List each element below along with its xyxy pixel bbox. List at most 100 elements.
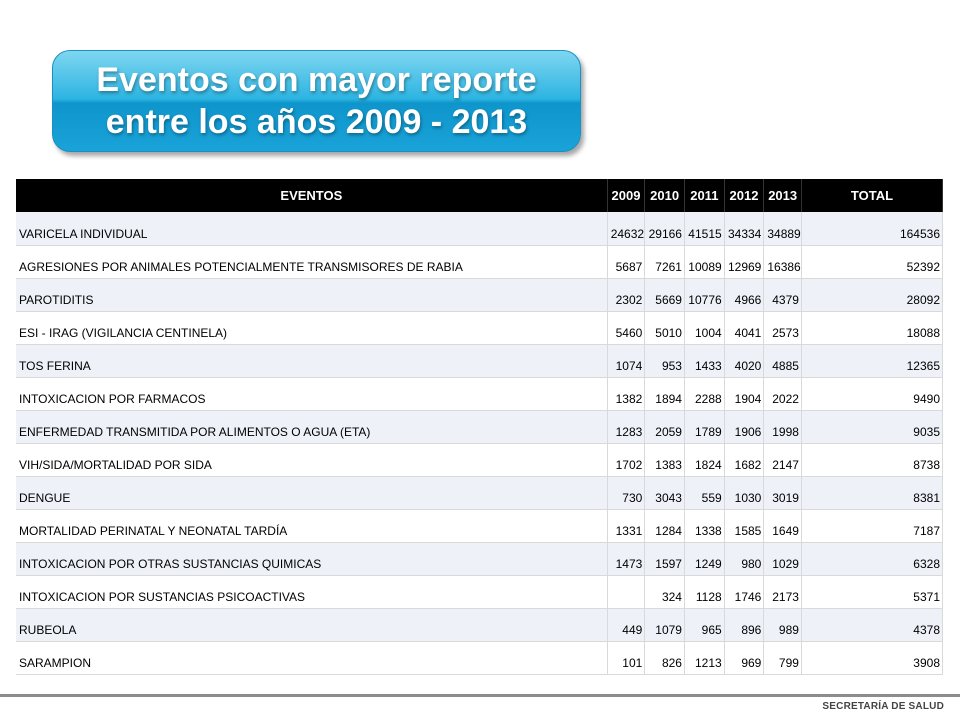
value-cell: 52392 [801,245,944,279]
value-cell: 965 [684,608,725,642]
table-row: VARICELA INDIVIDUAL 24632 29166 41515 34334 3… [16,212,944,246]
value-cell: 1029 [763,542,802,576]
value-cell: 6328 [801,542,944,576]
value-cell: 1649 [763,509,802,543]
value-cell: 4379 [763,278,802,312]
header-2013: 2013 [763,179,802,212]
value-cell: 5371 [801,575,944,609]
table-row: INTOXICACION POR OTRAS SUSTANCIAS QUIMIC… [16,542,944,576]
footer-label: SECRETARÍA DE SALUD [822,701,944,712]
header-2012: 2012 [724,179,765,212]
table-row: ENFERMEDAD TRANSMITIDA POR ALIMENTOS O A… [16,410,944,444]
value-cell: 4020 [724,344,765,378]
value-cell: 559 [684,476,725,510]
value-cell: 4966 [724,278,765,312]
value-cell: 10776 [684,278,725,312]
value-cell: 12969 [724,245,765,279]
value-cell: 1906 [724,410,765,444]
value-cell: 4041 [724,311,765,345]
value-cell: 2059 [644,410,685,444]
value-cell: 969 [724,641,765,675]
value-cell: 1074 [607,344,646,378]
value-cell: 980 [724,542,765,576]
value-cell: 2022 [763,377,802,411]
value-cell: 34889 [763,212,802,246]
table-row: AGRESIONES POR ANIMALES POTENCIALMENTE T… [16,245,944,279]
event-name-cell: INTOXICACION POR SUSTANCIAS PSICOACTIVAS [16,575,608,609]
value-cell: 1004 [684,311,725,345]
value-cell: 18088 [801,311,944,345]
value-cell: 1746 [724,575,765,609]
title-line-1: Eventos con mayor reporte [96,61,537,99]
value-cell: 7261 [644,245,685,279]
value-cell: 8738 [801,443,944,477]
header-2011: 2011 [684,179,725,212]
header-2010: 2010 [644,179,685,212]
event-name-cell: ESI - IRAG (VIGILANCIA CENTINELA) [16,311,608,345]
value-cell: 1824 [684,443,725,477]
value-cell: 896 [724,608,765,642]
table-row: DENGUE 730 3043 559 1030 3019 8381 [16,476,944,510]
footer-divider [0,694,960,697]
table-row: RUBEOLA 449 1079 965 896 989 4378 [16,608,944,642]
value-cell: 449 [607,608,646,642]
title-line-2: entre los años 2009 - 2013 [105,103,528,141]
value-cell: 1382 [607,377,646,411]
value-cell: 989 [763,608,802,642]
value-cell: 12365 [801,344,944,378]
value-cell: 1213 [684,641,725,675]
value-cell: 41515 [684,212,725,246]
event-name-cell: RUBEOLA [16,608,608,642]
value-cell: 164536 [801,212,944,246]
value-cell: 2147 [763,443,802,477]
event-name-cell: INTOXICACION POR FARMACOS [16,377,608,411]
value-cell: 29166 [644,212,685,246]
events-table: EVENTOS 2009 2010 2011 2012 2013 TOTAL V… [16,179,944,675]
value-cell: 1249 [684,542,725,576]
value-cell: 8381 [801,476,944,510]
value-cell: 5669 [644,278,685,312]
value-cell: 1894 [644,377,685,411]
value-cell: 101 [607,641,646,675]
value-cell: 3043 [644,476,685,510]
value-cell: 2573 [763,311,802,345]
table-row: MORTALIDAD PERINATAL Y NEONATAL TARDÍA 13… [16,509,944,543]
value-cell: 5010 [644,311,685,345]
event-name-cell: SARAMPION [16,641,608,675]
value-cell: 28092 [801,278,944,312]
table-row: ESI - IRAG (VIGILANCIA CENTINELA) 5460 501… [16,311,944,345]
value-cell: 16386 [763,245,802,279]
event-name-cell: TOS FERINA [16,344,608,378]
event-name-cell: VIH/SIDA/MORTALIDAD POR SIDA [16,443,608,477]
value-cell: 2173 [763,575,802,609]
table-header-row: EVENTOS 2009 2010 2011 2012 2013 TOTAL [16,179,944,212]
table-row: VIH/SIDA/MORTALIDAD POR SIDA 1702 1383 1824… [16,443,944,477]
value-cell: 1473 [607,542,646,576]
value-cell: 1383 [644,443,685,477]
value-cell: 730 [607,476,646,510]
value-cell: 1283 [607,410,646,444]
value-cell: 1702 [607,443,646,477]
value-cell: 9035 [801,410,944,444]
value-cell: 10089 [684,245,725,279]
title-banner: Eventos con mayor reporte entre los años… [52,50,581,152]
value-cell: 4885 [763,344,802,378]
value-cell: 7187 [801,509,944,543]
value-cell: 1331 [607,509,646,543]
header-2009: 2009 [607,179,646,212]
event-name-cell: DENGUE [16,476,608,510]
value-cell: 324 [644,575,685,609]
value-cell: 1338 [684,509,725,543]
event-name-cell: MORTALIDAD PERINATAL Y NEONATAL TARDÍA [16,509,608,543]
value-cell: 5687 [607,245,646,279]
header-eventos: EVENTOS [16,179,608,212]
value-cell: 953 [644,344,685,378]
value-cell: 1284 [644,509,685,543]
table-row: TOS FERINA 1074 953 1433 4020 4885 12365 [16,344,944,378]
value-cell: 1079 [644,608,685,642]
value-cell: 1998 [763,410,802,444]
event-name-cell: PAROTIDITIS [16,278,608,312]
value-cell: 34334 [724,212,765,246]
value-cell: 9490 [801,377,944,411]
event-name-cell: INTOXICACION POR OTRAS SUSTANCIAS QUIMIC… [16,542,608,576]
